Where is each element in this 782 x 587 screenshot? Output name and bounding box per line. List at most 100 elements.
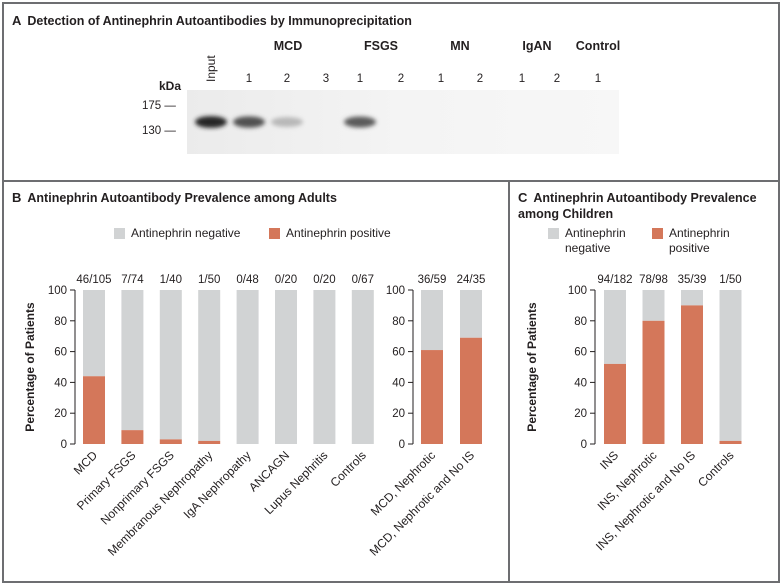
lane-number: 3 xyxy=(323,73,329,85)
blot-band xyxy=(271,117,303,127)
y-tick-label: 100 xyxy=(48,285,67,297)
bar-positive xyxy=(719,440,742,444)
y-tick-label: 80 xyxy=(574,316,587,328)
lane-group-label: FSGS xyxy=(364,39,398,53)
legend-negative-line2: negative xyxy=(565,241,611,255)
bar-positive xyxy=(198,440,221,444)
y-tick-label: 60 xyxy=(54,347,67,359)
count-label: 0/67 xyxy=(352,274,374,286)
y-tick-label: 40 xyxy=(54,377,67,389)
lane-number: 1 xyxy=(246,73,252,85)
y-tick-label: 20 xyxy=(392,408,405,420)
panel-a-immunoprecipitation: A Detection of Antinephrin Autoantibodies… xyxy=(2,2,780,182)
blot-band xyxy=(344,116,376,128)
count-label: 0/20 xyxy=(313,274,335,286)
lane-number: 2 xyxy=(477,73,483,85)
western-blot-figure: Input MCD 1 2 3 FSGS 1 2 MN 1 2 IgAN 1 2 Control 1 kDa 17… xyxy=(142,39,620,154)
category-label: INS xyxy=(597,448,621,472)
lane-number: 1 xyxy=(595,73,601,85)
bar-positive xyxy=(460,337,482,444)
bar-negative xyxy=(604,290,626,364)
blot-band xyxy=(233,116,265,128)
y-axis-label: Percentage of Patients xyxy=(23,302,37,432)
lane-number: 1 xyxy=(357,73,363,85)
bar-negative xyxy=(83,290,105,377)
marker-130: 130 — xyxy=(142,125,176,137)
y-tick-label: 60 xyxy=(574,347,587,359)
panel-b-title-text: Antinephrin Autoantibody Prevalence amon… xyxy=(27,191,337,205)
bar-negative xyxy=(275,290,297,444)
lane-group-label: MCD xyxy=(274,39,302,53)
bar-negative xyxy=(159,290,182,440)
bar-positive xyxy=(121,430,144,444)
bar-positive xyxy=(642,320,665,444)
category-label: IgA Nephropathy xyxy=(181,448,254,521)
bar-positive xyxy=(159,439,182,444)
bar-negative xyxy=(198,290,221,441)
lane-number: 1 xyxy=(519,73,525,85)
category-label: MCD, Nephrotic xyxy=(368,448,438,518)
legend-negative-c: Antinephrin negative xyxy=(548,226,626,256)
y-tick-label: 80 xyxy=(392,316,405,328)
panel-a-letter: A xyxy=(12,13,22,28)
count-label: 36/59 xyxy=(418,274,447,286)
panel-c-letter: C xyxy=(518,190,528,205)
legend-positive-b: Antinephrin positive xyxy=(269,226,391,241)
count-label: 78/98 xyxy=(639,274,668,286)
panel-b-letter: B xyxy=(12,190,22,205)
legend-swatch-negative xyxy=(114,228,125,239)
marker-175: 175 — xyxy=(142,100,176,112)
legend-label-positive: Antinephrin positive xyxy=(286,226,391,240)
bar-positive xyxy=(421,350,443,444)
count-label: 35/39 xyxy=(678,274,707,286)
y-tick-label: 40 xyxy=(392,377,405,389)
legend-label-negative: Antinephrin negative xyxy=(131,226,241,240)
count-label: 1/40 xyxy=(160,274,182,286)
lane-number: 1 xyxy=(438,73,444,85)
y-tick-label: 20 xyxy=(574,408,587,420)
category-label: Controls xyxy=(695,448,736,489)
lane-group-label: IgAN xyxy=(522,39,551,53)
bar-negative xyxy=(460,290,482,338)
bar-negative xyxy=(121,290,144,431)
bar-negative xyxy=(236,290,259,444)
count-label: 46/105 xyxy=(76,274,111,286)
y-tick-label: 40 xyxy=(574,377,587,389)
bar-negative xyxy=(351,290,374,444)
legend-label-negative: Antinephrin negative xyxy=(565,226,626,256)
count-label: 0/48 xyxy=(236,274,258,286)
legend-swatch-negative xyxy=(548,228,559,239)
lane-input-label: Input xyxy=(204,55,218,82)
lane-number: 2 xyxy=(284,73,290,85)
count-label: 7/74 xyxy=(121,274,144,286)
legend-positive-line2: positive xyxy=(669,241,710,255)
panel-b-title: B Antinephrin Autoantibody Prevalence amo… xyxy=(12,190,337,205)
panel-b-adults: B Antinephrin Autoantibody Prevalence amo… xyxy=(2,180,510,583)
y-tick-label: 100 xyxy=(568,285,587,297)
lane-number: 2 xyxy=(554,73,560,85)
bar-negative xyxy=(719,290,742,441)
count-label: 94/182 xyxy=(597,274,632,286)
lane-group-label: MN xyxy=(450,39,469,53)
y-tick-label: 80 xyxy=(54,316,67,328)
legend-label-positive: Antinephrin positive xyxy=(669,226,730,256)
legend-positive-line1: Antinephrin xyxy=(669,226,730,240)
count-label: 1/50 xyxy=(719,274,741,286)
panel-c-title: C Antinephrin Autoantibody Prevalence amo… xyxy=(518,190,757,222)
panel-c-children: C Antinephrin Autoantibody Prevalence amo… xyxy=(508,180,780,583)
y-tick-label: 0 xyxy=(399,439,405,451)
panel-c-title-line2: among Children xyxy=(518,207,614,221)
legend-swatch-positive xyxy=(652,228,663,239)
bar-negative xyxy=(642,290,665,321)
blot-band xyxy=(195,116,227,128)
y-tick-label: 0 xyxy=(61,439,67,451)
category-label: Controls xyxy=(327,448,368,489)
count-label: 24/35 xyxy=(457,274,486,286)
bar-positive xyxy=(681,305,703,444)
bar-negative xyxy=(681,290,703,306)
panel-a-title: A Detection of Antinephrin Autoantibodies… xyxy=(12,13,412,28)
count-label: 0/20 xyxy=(275,274,297,286)
y-tick-label: 60 xyxy=(392,347,405,359)
